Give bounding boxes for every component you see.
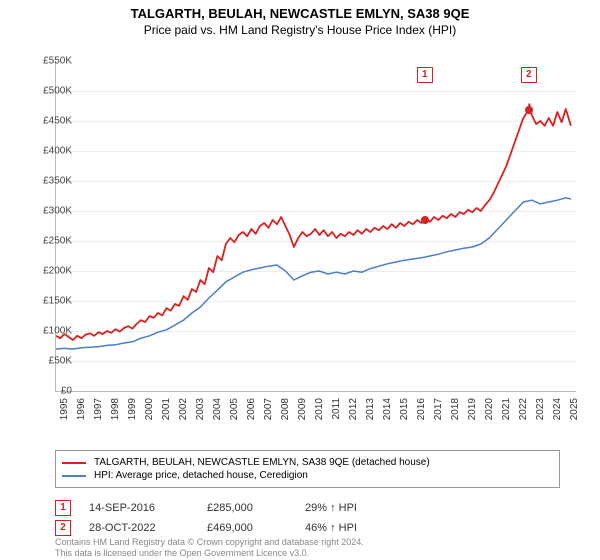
legend: TALGARTH, BEULAH, NEWCASTLE EMLYN, SA38 …	[55, 450, 560, 488]
footer-line-1: Contains HM Land Registry data © Crown c…	[55, 537, 560, 548]
x-tick-label: 2020	[484, 398, 495, 420]
y-tick-label: £0	[27, 386, 72, 397]
marker-label-1: 1	[417, 67, 433, 83]
data-row-date: 28-OCT-2022	[89, 522, 189, 534]
data-row-marker: 2	[55, 520, 71, 536]
x-tick-label: 2019	[467, 398, 478, 420]
data-row-price: £469,000	[207, 522, 287, 534]
x-tick-label: 1998	[110, 398, 121, 420]
x-tick-label: 1995	[59, 398, 70, 420]
legend-swatch	[62, 475, 86, 477]
series-price_paid	[56, 104, 571, 340]
x-tick-label: 2017	[433, 398, 444, 420]
x-tick-label: 2008	[280, 398, 291, 420]
y-tick-label: £350K	[27, 176, 72, 187]
x-tick-label: 2022	[518, 398, 529, 420]
x-tick-label: 2007	[263, 398, 274, 420]
chart-plot-area: 12	[55, 61, 576, 392]
x-tick-label: 2000	[144, 398, 155, 420]
chart-subtitle: Price paid vs. HM Land Registry's House …	[0, 23, 600, 37]
x-tick-label: 2006	[246, 398, 257, 420]
x-tick-label: 2025	[569, 398, 580, 420]
x-tick-label: 2021	[501, 398, 512, 420]
y-tick-label: £250K	[27, 236, 72, 247]
x-tick-label: 2001	[161, 398, 172, 420]
x-axis-labels: 1995 1996 1997 1998 1999 2000 2001 2002 2003 2004…	[55, 396, 575, 456]
legend-swatch	[62, 462, 86, 464]
x-tick-label: 2014	[382, 398, 393, 420]
data-row-delta: 29% ↑ HPI	[305, 502, 357, 514]
data-row-marker: 1	[55, 500, 71, 516]
x-tick-label: 2003	[195, 398, 206, 420]
x-tick-label: 1996	[76, 398, 87, 420]
x-tick-label: 2018	[450, 398, 461, 420]
chart-title: TALGARTH, BEULAH, NEWCASTLE EMLYN, SA38 …	[0, 6, 600, 21]
y-tick-label: £100K	[27, 326, 72, 337]
legend-item-price_paid: TALGARTH, BEULAH, NEWCASTLE EMLYN, SA38 …	[62, 457, 553, 468]
marker-dot-2	[525, 106, 533, 114]
marker-label-2: 2	[521, 67, 537, 83]
legend-label: TALGARTH, BEULAH, NEWCASTLE EMLYN, SA38 …	[94, 457, 430, 468]
x-tick-label: 2015	[399, 398, 410, 420]
x-tick-label: 1997	[93, 398, 104, 420]
x-tick-label: 2016	[416, 398, 427, 420]
y-tick-label: £50K	[27, 356, 72, 367]
legend-item-hpi: HPI: Average price, detached house, Cere…	[62, 470, 553, 481]
x-tick-label: 2004	[212, 398, 223, 420]
x-tick-label: 2012	[348, 398, 359, 420]
y-tick-label: £200K	[27, 266, 72, 277]
data-row-delta: 46% ↑ HPI	[305, 522, 357, 534]
y-tick-label: £500K	[27, 86, 72, 97]
x-tick-label: 2009	[297, 398, 308, 420]
footer-line-2: This data is licensed under the Open Gov…	[55, 548, 560, 559]
marker-dot-1	[421, 216, 429, 224]
legend-label: HPI: Average price, detached house, Cere…	[94, 470, 308, 481]
y-tick-label: £450K	[27, 116, 72, 127]
data-row-price: £285,000	[207, 502, 287, 514]
x-tick-label: 2023	[535, 398, 546, 420]
x-tick-label: 2011	[331, 398, 342, 420]
x-tick-label: 2002	[178, 398, 189, 420]
series-hpi	[56, 198, 571, 349]
data-row-date: 14-SEP-2016	[89, 502, 189, 514]
y-tick-label: £400K	[27, 146, 72, 157]
x-tick-label: 1999	[127, 398, 138, 420]
y-tick-label: £150K	[27, 296, 72, 307]
data-row-1: 1 14-SEP-2016 £285,000 29% ↑ HPI	[55, 500, 560, 516]
y-tick-label: £300K	[27, 206, 72, 217]
marker-data-table: 1 14-SEP-2016 £285,000 29% ↑ HPI 2 28-OCT-202…	[55, 496, 560, 540]
x-tick-label: 2010	[314, 398, 325, 420]
x-tick-label: 2024	[552, 398, 563, 420]
x-tick-label: 2005	[229, 398, 240, 420]
footer-attribution: Contains HM Land Registry data © Crown c…	[55, 537, 560, 560]
x-tick-label: 2013	[365, 398, 376, 420]
data-row-2: 2 28-OCT-2022 £469,000 46% ↑ HPI	[55, 520, 560, 536]
y-tick-label: £550K	[27, 56, 72, 67]
